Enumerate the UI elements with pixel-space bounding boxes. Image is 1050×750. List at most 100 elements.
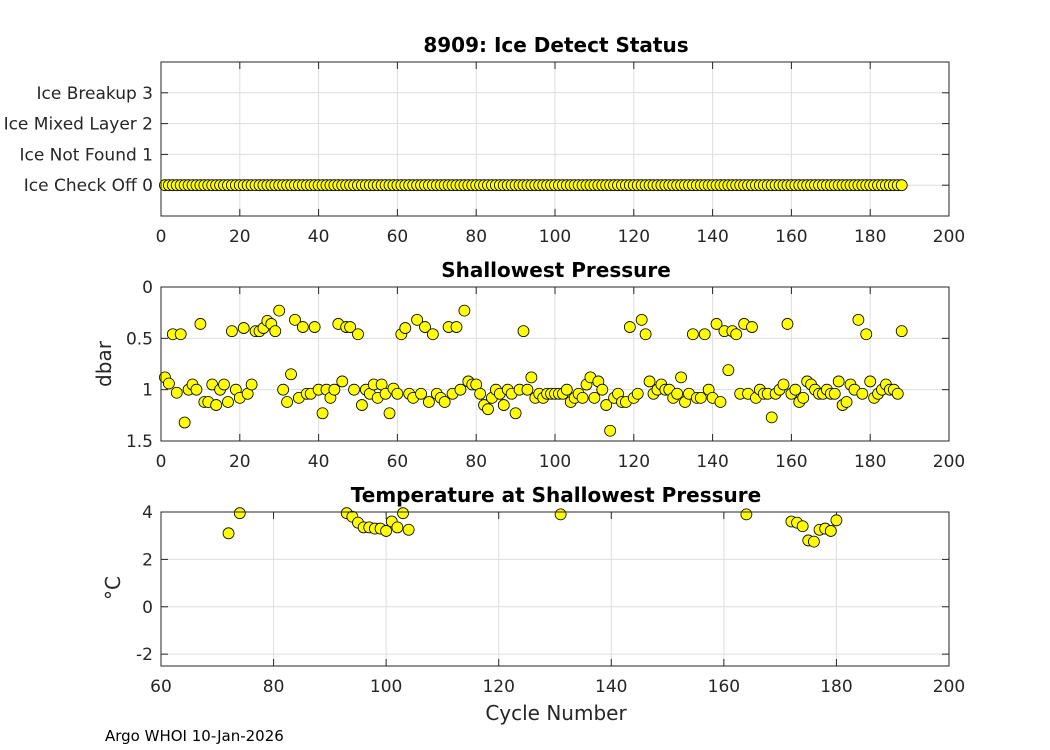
data-point <box>895 179 908 192</box>
data-point <box>797 391 810 404</box>
data-point <box>891 387 904 400</box>
data-point <box>474 387 487 400</box>
data-point <box>281 396 293 408</box>
data-point <box>178 416 191 429</box>
x-tick-label: 20 <box>229 227 251 247</box>
x-tick-label: 0 <box>156 227 167 247</box>
x-tick-label: 120 <box>618 452 650 472</box>
data-point <box>497 399 510 411</box>
x-tick-label: 200 <box>933 452 965 472</box>
x-tick-label: 60 <box>387 227 409 247</box>
data-point <box>458 304 471 317</box>
data-point <box>698 328 711 341</box>
data-point <box>643 375 656 388</box>
data-point <box>344 321 357 333</box>
data-point <box>380 525 393 537</box>
x-tick-label: 100 <box>539 227 571 247</box>
data-point <box>687 328 699 341</box>
data-point <box>623 321 636 333</box>
data-point <box>576 391 589 404</box>
data-point <box>289 313 301 326</box>
data-point <box>517 325 530 338</box>
data-point <box>525 371 538 384</box>
data-point <box>454 383 467 396</box>
data-point <box>765 411 778 424</box>
x-tick-label: 40 <box>308 452 330 472</box>
y-tick-label: 1.5 <box>126 432 153 452</box>
data-point <box>415 387 427 400</box>
data-point <box>694 391 707 404</box>
data-point <box>671 387 684 400</box>
data-point <box>777 378 790 391</box>
plot-frame <box>160 511 950 667</box>
data-point <box>789 383 802 396</box>
data-point <box>411 313 424 326</box>
data-point <box>308 321 321 333</box>
x-tick-label: 80 <box>465 227 487 247</box>
y-axis-label: dbar <box>92 340 116 387</box>
data-point <box>245 378 258 391</box>
data-point <box>218 378 230 391</box>
x-tick-label: 160 <box>775 227 807 247</box>
data-point <box>391 521 404 534</box>
data-point <box>273 304 286 317</box>
data-point <box>639 328 652 341</box>
x-tick-label: 180 <box>854 227 886 247</box>
data-point <box>852 313 865 326</box>
x-tick-label: 20 <box>229 452 251 472</box>
x-tick-label: 40 <box>308 227 330 247</box>
data-point <box>521 383 534 396</box>
data-point <box>328 383 341 396</box>
data-point <box>600 399 613 411</box>
data-point <box>170 386 183 399</box>
x-tick-label: 200 <box>933 677 965 697</box>
data-point <box>402 523 415 536</box>
data-point <box>438 396 451 408</box>
data-point <box>162 377 175 390</box>
y-tick-label: Ice Not Found 1 <box>19 145 153 165</box>
data-point <box>399 322 412 334</box>
data-point <box>277 383 290 396</box>
data-point <box>840 396 853 408</box>
data-point <box>174 328 187 341</box>
data-point <box>864 375 877 388</box>
data-point <box>336 375 349 388</box>
data-point <box>596 383 609 396</box>
data-point <box>828 387 841 400</box>
x-tick-label: 100 <box>539 452 571 472</box>
data-point <box>296 321 309 333</box>
data-point <box>509 407 522 420</box>
x-tick-label: 120 <box>482 677 514 697</box>
data-point <box>604 424 617 437</box>
data-point <box>675 371 687 384</box>
x-tick-label: 200 <box>933 227 965 247</box>
data-point <box>860 328 873 341</box>
y-axis-label: °C <box>101 576 125 600</box>
x-tick-label: 0 <box>156 452 167 472</box>
data-point <box>554 508 567 521</box>
y-tick-label: 1 <box>142 381 153 401</box>
data-point <box>895 325 908 338</box>
temperature-panel: Temperature at Shallowest Pressure °C Cy… <box>101 483 965 725</box>
footer-credit: Argo WHOI 10-Jan-2026 <box>105 727 284 745</box>
data-point <box>740 508 753 521</box>
y-tick-label: Ice Breakup 3 <box>37 84 154 104</box>
data-point <box>210 399 223 411</box>
data-point <box>830 514 843 527</box>
y-tick-label: 4 <box>142 503 153 523</box>
data-point <box>190 383 203 396</box>
x-tick-label: 80 <box>263 677 285 697</box>
chart-title: Temperature at Shallowest Pressure <box>351 483 761 507</box>
data-point <box>710 318 723 330</box>
y-tick-label: 0 <box>142 278 153 298</box>
x-tick-label: 160 <box>775 452 807 472</box>
y-tick-label: 0.5 <box>126 329 153 349</box>
y-tick-label: 2 <box>142 550 153 570</box>
chart-title: 8909: Ice Detect Status <box>423 33 688 57</box>
data-point <box>222 396 234 408</box>
data-point <box>391 387 404 400</box>
x-tick-label: 140 <box>595 677 627 697</box>
data-point <box>237 322 250 334</box>
y-tick-label: Ice Check Off 0 <box>24 176 153 196</box>
data-point <box>397 507 409 520</box>
